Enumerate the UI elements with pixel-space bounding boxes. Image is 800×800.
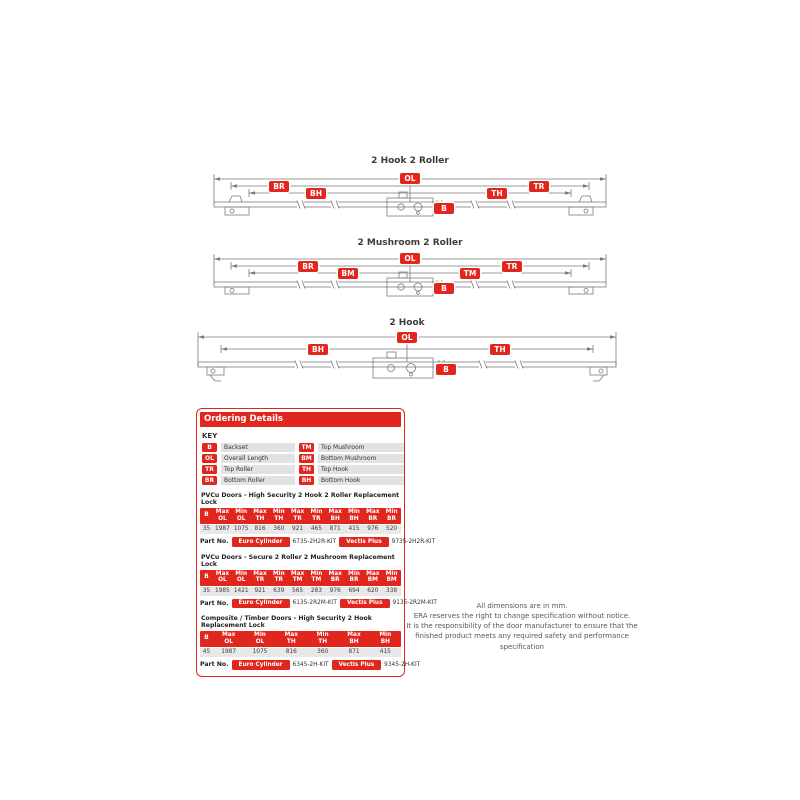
footer-note: All dimensions are in mm. ERA reserves t… — [398, 601, 646, 652]
key-legend: B Backset TM Top Mushroom OL Overall Len… — [202, 443, 404, 485]
spec-table-header: B Max OL Min OL Max TR Min TR Max TM Min TM Ma… — [200, 569, 401, 586]
dim-badge-b: B — [436, 364, 456, 375]
spec-table-header: B Max OL Min OL Max TH Min TH Max BH Min BH — [200, 631, 401, 647]
dim-badge-th: TH — [487, 188, 507, 199]
key-abbr-ol: OL — [202, 454, 217, 463]
footer-line: All dimensions are in mm. — [476, 602, 568, 610]
spec-table-2r2m: PVCu Doors - Secure 2 Roller 2 Mushroom … — [200, 553, 437, 608]
euro-cylinder-pill: Euro Cylinder — [231, 660, 290, 670]
key-abbr-br: BR — [202, 476, 217, 485]
dim-badge-ol: OL — [400, 173, 420, 184]
spec-table-values: 35 1985 1421 921 639 565 283 976 694 620… — [200, 586, 401, 596]
vectis-plus-part: 9135-2R2M-KIT — [392, 600, 437, 607]
diagram-2-mushroom-2-roller: 2 Mushroom 2 Roller OL BR TR BM TM B — [211, 238, 609, 300]
vectis-plus-pill: Vectis Plus — [331, 660, 382, 670]
dim-badge-ol: OL — [397, 332, 417, 343]
part-number-row: Part No. Euro Cylinder 6735-2H2R-KIT Vec… — [200, 537, 435, 547]
part-number-row: Part No. Euro Cylinder 6135-2R2M-KIT Vec… — [200, 598, 437, 608]
key-abbr-b: B — [202, 443, 217, 452]
euro-cylinder-pill: Euro Cylinder — [231, 598, 290, 608]
euro-cylinder-part: 6135-2R2M-KIT — [292, 600, 337, 607]
dim-badge-bh: BH — [306, 188, 326, 199]
dim-badge-br: BR — [269, 181, 289, 192]
key-label-backset: Backset — [221, 443, 295, 452]
key-label-top-hook: Top Hook — [318, 465, 404, 474]
key-label-top-mushroom: Top Mushroom — [318, 443, 404, 452]
part-number-row: Part No. Euro Cylinder 6345-2H-KIT Vecti… — [200, 660, 420, 670]
dim-badge-b: B — [434, 283, 454, 294]
euro-cylinder-pill: Euro Cylinder — [231, 537, 290, 547]
footer-line: It is the responsibility of the door man… — [406, 622, 638, 631]
footer-line: ERA reserves the right to change specifi… — [413, 612, 631, 621]
part-no-label: Part No. — [200, 599, 229, 607]
spec-table-values: 45 1987 1075 816 360 871 415 — [200, 648, 401, 657]
part-no-label: Part No. — [200, 538, 229, 546]
diagram-title: 2 Hook 2 Roller — [371, 156, 449, 166]
vectis-plus-pill: Vectis Plus — [339, 537, 389, 547]
key-abbr-bh: BH — [299, 476, 314, 485]
spec-table-2h: Composite / Timber Doors - High Security… — [200, 615, 420, 670]
spec-table-2h2r: PVCu Doors - High Security 2 Hook 2 Roll… — [200, 492, 435, 547]
spec-table-header: B Max OL Min OL Max TH Min TH Max TR Min TR Ma… — [200, 508, 401, 524]
dim-badge-tr: TR — [502, 261, 522, 272]
euro-cylinder-part: 6345-2H-KIT — [292, 661, 329, 668]
key-abbr-bm: BM — [299, 454, 314, 463]
key-label-bottom-roller: Bottom Roller — [221, 476, 295, 485]
part-no-label: Part No. — [200, 661, 229, 669]
diagram-title: 2 Hook — [389, 318, 425, 328]
spec-table-title: PVCu Doors - High Security 2 Hook 2 Roll… — [201, 492, 400, 506]
key-title: KEY — [202, 432, 218, 440]
dim-badge-b: B — [434, 203, 454, 214]
lock-drawing — [213, 254, 607, 297]
vectis-plus-part: 9735-2H2R-KIT — [391, 538, 436, 545]
key-label-top-roller: Top Roller — [221, 465, 295, 474]
diagram-2-hook-2-roller: 2 Hook 2 Roller OL BR TR BH TH B — [211, 156, 609, 222]
key-abbr-tr: TR — [202, 465, 217, 474]
dim-badge-bm: BM — [338, 268, 358, 279]
key-abbr-tm: TM — [299, 443, 314, 452]
vectis-plus-part: 9345-2H-KIT — [384, 661, 421, 668]
key-label-bottom-mushroom: Bottom Mushroom — [318, 454, 404, 463]
dim-badge-bh: BH — [308, 344, 328, 355]
spec-table-title: PVCu Doors - Secure 2 Roller 2 Mushroom … — [201, 553, 395, 568]
key-label-overall-length: Overall Length — [221, 454, 295, 463]
vectis-plus-pill: Vectis Plus — [339, 598, 390, 608]
diagram-2-hook: 2 Hook OL BH TH B — [195, 318, 619, 384]
footer-line: finished product meets any required safe… — [415, 632, 629, 651]
dim-badge-ol: OL — [400, 253, 420, 264]
diagram-title: 2 Mushroom 2 Roller — [357, 238, 463, 248]
ordering-details-panel: Ordering Details KEY B Backset TM Top Mu… — [196, 408, 437, 677]
key-label-bottom-hook: Bottom Hook — [318, 476, 404, 485]
spec-table-title: Composite / Timber Doors - High Security… — [201, 615, 372, 629]
dim-badge-tr: TR — [529, 181, 549, 192]
dim-badge-br: BR — [298, 261, 318, 272]
dim-badge-th: TH — [490, 344, 510, 355]
spec-table-values: 35 1987 1075 816 360 921 465 871 415 976… — [200, 525, 401, 534]
ordering-details-title: Ordering Details — [200, 412, 401, 427]
key-abbr-th: TH — [299, 465, 314, 474]
euro-cylinder-part: 6735-2H2R-KIT — [292, 538, 337, 545]
dim-badge-tm: TM — [460, 268, 480, 279]
